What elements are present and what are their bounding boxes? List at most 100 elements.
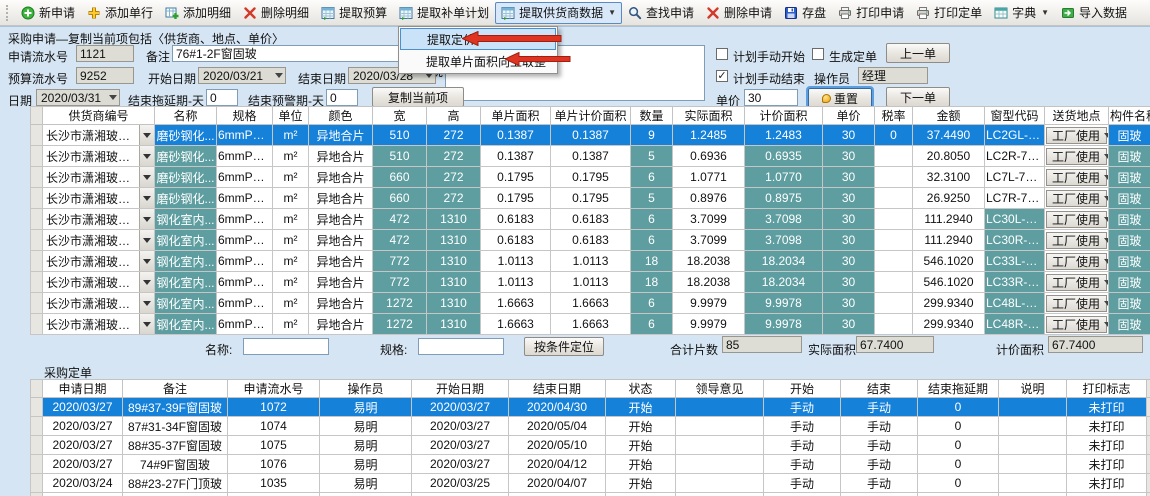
table-cell[interactable]: 2020/03/27: [411, 454, 509, 474]
table-cell[interactable]: [917, 492, 999, 496]
table-cell[interactable]: 固玻: [1108, 292, 1150, 314]
table-cell[interactable]: 固玻: [1108, 250, 1150, 272]
table-cell[interactable]: 0: [874, 124, 913, 146]
table-cell[interactable]: 111.2940: [912, 208, 985, 230]
table-cell[interactable]: 30: [822, 145, 875, 167]
table-cell[interactable]: 1.2483: [744, 124, 823, 146]
table-cell[interactable]: m²: [272, 271, 309, 293]
table-cell[interactable]: 手动: [763, 397, 841, 417]
table-cell[interactable]: 9.9978: [744, 313, 823, 335]
table-cell[interactable]: 1035: [227, 473, 320, 493]
table-cell[interactable]: 手动: [840, 397, 918, 417]
table-cell[interactable]: LC2GL-76#...: [984, 124, 1045, 146]
table-cell[interactable]: 272: [426, 124, 481, 146]
locate-spec-input[interactable]: [418, 338, 504, 355]
toolbar-button-3[interactable]: 添加明细: [159, 2, 237, 24]
prev-order-button[interactable]: 上一单: [886, 43, 950, 63]
table-cell[interactable]: 30: [822, 229, 875, 251]
table-cell[interactable]: 30: [822, 271, 875, 293]
table-cell[interactable]: 9.9978: [744, 292, 823, 314]
row-header[interactable]: [30, 166, 43, 188]
table-cell[interactable]: 未打印: [1066, 454, 1147, 474]
table-cell[interactable]: m²: [272, 313, 309, 335]
table-cell[interactable]: 3.7098: [744, 208, 823, 230]
table-cell[interactable]: 1.0771: [672, 166, 745, 188]
table-cell[interactable]: 1072: [227, 397, 320, 417]
table-cell[interactable]: 3.7098: [744, 229, 823, 251]
table-cell[interactable]: 88#35-37F窗固玻: [122, 435, 228, 455]
table-cell[interactable]: 易明: [319, 397, 412, 417]
table-cell[interactable]: 工厂使用: [1044, 292, 1109, 314]
table-cell[interactable]: 工厂使用: [1044, 271, 1109, 293]
table-cell[interactable]: m²: [272, 166, 309, 188]
toolbar-button-10[interactable]: 存盘: [778, 2, 832, 24]
table-cell[interactable]: 1.0113: [480, 250, 551, 272]
table-cell[interactable]: 18.2038: [672, 250, 745, 272]
table-cell[interactable]: 3.7099: [672, 208, 745, 230]
table-cell[interactable]: 钢化室内...: [154, 208, 217, 230]
toolbar-button-6[interactable]: 提取补单计划: [393, 2, 495, 24]
table-cell[interactable]: 工厂使用: [1044, 187, 1109, 209]
delivery-combo[interactable]: 工厂使用: [1046, 168, 1108, 186]
table-cell[interactable]: [508, 492, 606, 496]
table-cell[interactable]: 固玻: [1108, 124, 1150, 146]
table-cell[interactable]: 固玻: [1108, 166, 1150, 188]
table-cell[interactable]: 1272: [372, 292, 427, 314]
table-cell[interactable]: 0.1795: [480, 187, 551, 209]
row-header[interactable]: [30, 124, 43, 146]
table-cell[interactable]: 0.8976: [672, 187, 745, 209]
table-cell[interactable]: 手动: [840, 435, 918, 455]
table-cell[interactable]: 异地合片: [308, 145, 373, 167]
table-cell[interactable]: m²: [272, 229, 309, 251]
table-cell[interactable]: 272: [426, 187, 481, 209]
table-cell[interactable]: [675, 454, 764, 474]
table-cell[interactable]: 6mmPLE...: [216, 271, 273, 293]
table-cell[interactable]: 工厂使用: [1044, 166, 1109, 188]
table-cell[interactable]: [319, 492, 412, 496]
row-header[interactable]: [30, 435, 43, 455]
table-cell[interactable]: 6: [630, 313, 673, 335]
table-cell[interactable]: 272: [426, 166, 481, 188]
table-cell[interactable]: m²: [272, 145, 309, 167]
table-cell[interactable]: 长沙市潇湘玻璃实...: [42, 166, 155, 188]
table-cell[interactable]: 手动: [840, 416, 918, 436]
table-cell[interactable]: 易明: [319, 435, 412, 455]
table-cell[interactable]: 6: [630, 208, 673, 230]
table-cell[interactable]: 开始: [605, 435, 676, 455]
table-cell[interactable]: 磨砂钢化...: [154, 124, 217, 146]
row-header[interactable]: [30, 416, 43, 436]
table-cell[interactable]: 长沙市潇湘玻璃实...: [42, 124, 155, 146]
toolbar-button-11[interactable]: 打印申请: [832, 2, 910, 24]
row-header[interactable]: [30, 454, 43, 474]
table-cell[interactable]: 异地合片: [308, 292, 373, 314]
table-cell[interactable]: LC30R-76#...: [984, 229, 1045, 251]
table-cell[interactable]: 2020/03/25: [411, 473, 509, 493]
table-cell[interactable]: 0.6183: [550, 229, 631, 251]
table-cell[interactable]: 长沙市潇湘玻璃实...: [42, 250, 155, 272]
table-cell[interactable]: 2020/03/27: [42, 454, 123, 474]
table-cell[interactable]: 2020/03/27: [42, 416, 123, 436]
chevron-down-icon[interactable]: [139, 272, 154, 292]
table-cell[interactable]: [874, 229, 913, 251]
table-cell[interactable]: 0.6183: [480, 208, 551, 230]
reset-button[interactable]: 重置: [806, 86, 874, 110]
budget-no-field[interactable]: 9252: [76, 67, 134, 84]
table-cell[interactable]: 0.6183: [550, 208, 631, 230]
table-cell[interactable]: 异地合片: [308, 187, 373, 209]
table-cell[interactable]: 6: [630, 229, 673, 251]
table-cell[interactable]: 手动: [763, 454, 841, 474]
table-cell[interactable]: 1.0113: [480, 271, 551, 293]
table-cell[interactable]: 1310: [426, 208, 481, 230]
table-cell[interactable]: LC48L-76#...: [984, 292, 1045, 314]
table-cell[interactable]: m²: [272, 124, 309, 146]
row-header[interactable]: [30, 492, 43, 496]
table-cell[interactable]: 长沙市潇湘玻璃实...: [42, 313, 155, 335]
table-cell[interactable]: 1.6663: [480, 313, 551, 335]
table-cell[interactable]: 0.1795: [550, 166, 631, 188]
table-cell[interactable]: 6mmPLE...: [216, 292, 273, 314]
table-cell[interactable]: 异地合片: [308, 271, 373, 293]
table-cell[interactable]: 手动: [763, 416, 841, 436]
chevron-down-icon[interactable]: [139, 293, 154, 313]
table-cell[interactable]: 74#9F窗固玻: [122, 454, 228, 474]
next-order-button[interactable]: 下一单: [886, 87, 950, 107]
